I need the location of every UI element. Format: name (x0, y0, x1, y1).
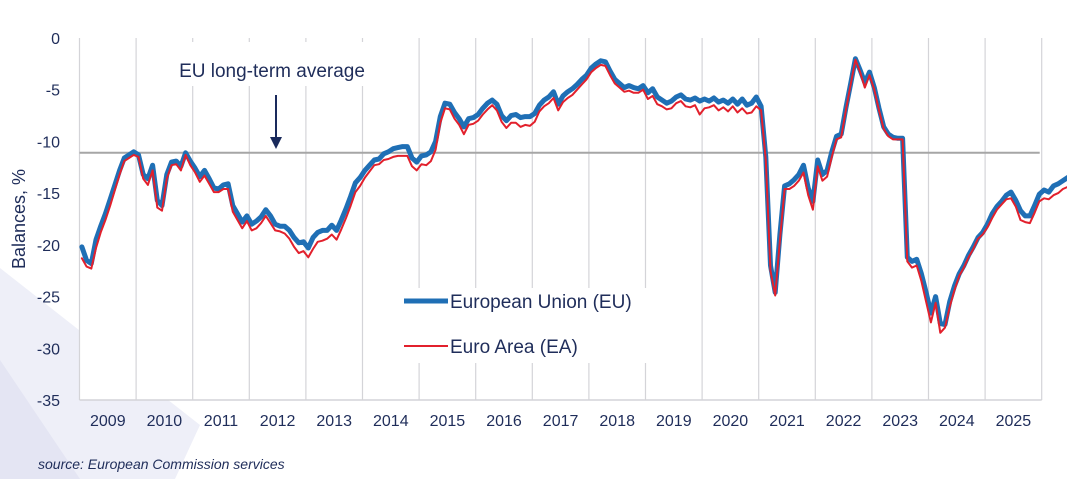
legend-label-eu: European Union (EU) (450, 292, 632, 313)
annotation: EU long-term average (155, 42, 395, 149)
source-note: source: European Commission services (38, 456, 285, 472)
x-tick-label: 2013 (316, 413, 352, 430)
y-tick-label: -10 (37, 134, 60, 151)
x-tick-label: 2019 (656, 413, 692, 430)
y-axis-title: Balances, % (9, 169, 29, 269)
x-tick-label: 2010 (147, 413, 183, 430)
x-tick-label: 2014 (373, 413, 409, 430)
x-tick-label: 2023 (882, 413, 918, 430)
x-tick-label: 2017 (543, 413, 579, 430)
y-axis-ticks: 0 -5 -10 -15 -20 -25 -30 -35 (37, 31, 60, 410)
x-tick-label: 2018 (599, 413, 635, 430)
x-axis-ticks: 2009 2010 2011 2012 2013 2014 2015 2016 2017 2018… (90, 413, 1031, 430)
plot-frame (78, 38, 1043, 401)
x-tick-label: 2011 (204, 413, 239, 430)
series-line-ea (80, 58, 1067, 334)
series-group (79, 56, 1067, 334)
x-tick-label: 2016 (486, 413, 522, 430)
y-tick-label: -20 (37, 238, 60, 255)
y-tick-label: 0 (51, 31, 60, 48)
x-tick-label: 2025 (996, 413, 1032, 430)
legend: European Union (EU) Euro Area (EA) (395, 288, 650, 363)
arrow-down-icon (270, 137, 282, 149)
y-tick-label: -35 (37, 393, 60, 410)
y-tick-label: -30 (37, 341, 60, 358)
x-tick-label: 2020 (713, 413, 749, 430)
annotation-background (155, 42, 395, 86)
x-tick-label: 2012 (260, 413, 296, 430)
x-tick-label: 2021 (769, 413, 805, 430)
y-tick-label: -5 (46, 83, 60, 100)
annotation-text: EU long-term average (179, 61, 365, 82)
series-line-eu (79, 56, 1067, 327)
x-tick-label: 2024 (939, 413, 975, 430)
y-tick-label: -15 (37, 186, 60, 203)
y-tick-label: -25 (37, 290, 60, 307)
legend-label-ea: Euro Area (EA) (450, 337, 578, 358)
x-tick-label: 2009 (90, 413, 126, 430)
x-tick-label: 2015 (430, 413, 466, 430)
x-tick-label: 2022 (826, 413, 862, 430)
